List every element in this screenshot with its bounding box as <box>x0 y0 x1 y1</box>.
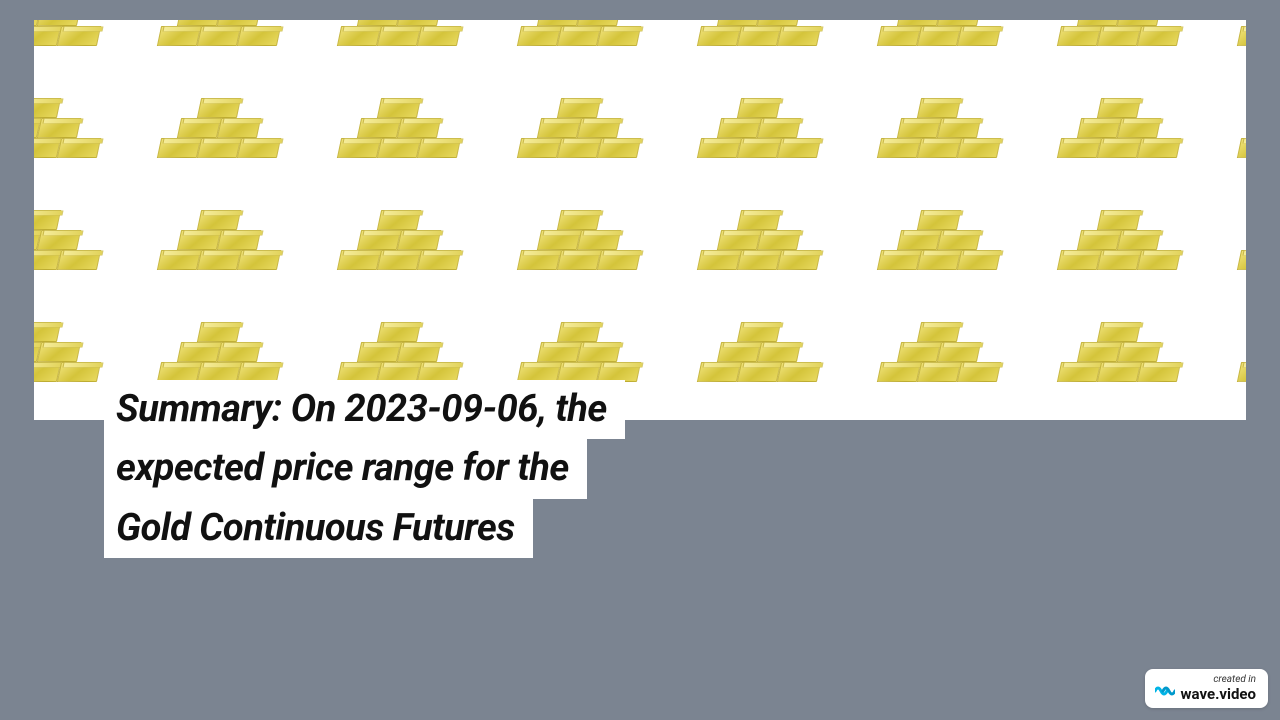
gold-stack-icon <box>154 20 284 50</box>
gold-stack-icon <box>334 306 464 386</box>
pattern-row <box>34 20 1246 50</box>
gold-stack-icon <box>874 306 1004 386</box>
gold-stack-icon <box>874 20 1004 50</box>
gold-stack-icon <box>1054 82 1184 162</box>
gold-stack-icon <box>154 194 284 274</box>
caption-line-3: Gold Continuous Futures <box>104 499 533 558</box>
gold-stack-icon <box>694 20 824 50</box>
gold-stack-icon <box>334 20 464 50</box>
gold-stack-icon <box>1234 82 1246 162</box>
pattern-row <box>34 82 1246 162</box>
gold-stack-icon <box>694 306 824 386</box>
gold-stack-icon <box>514 306 644 386</box>
caption-line-2: expected price range for the <box>104 439 587 498</box>
caption-block: Summary: On 2023-09-06, the expected pri… <box>104 380 625 558</box>
gold-stack-icon <box>1234 194 1246 274</box>
wave-icon <box>1155 681 1175 697</box>
gold-stack-icon <box>34 194 104 274</box>
badge-top-text: created in <box>1181 675 1256 685</box>
caption-line-1: Summary: On 2023-09-06, the <box>104 380 625 439</box>
gold-pattern <box>34 20 1246 420</box>
gold-stack-icon <box>154 82 284 162</box>
badge-main-text: wave.video <box>1181 687 1256 702</box>
gold-stack-icon <box>1234 20 1246 50</box>
pattern-row <box>34 306 1246 386</box>
watermark-badge: created in wave.video <box>1145 669 1268 708</box>
gold-stack-icon <box>1054 306 1184 386</box>
gold-stack-icon <box>334 82 464 162</box>
gold-stack-icon <box>874 82 1004 162</box>
gold-stack-icon <box>1054 194 1184 274</box>
gold-stack-icon <box>694 82 824 162</box>
image-canvas <box>34 20 1246 420</box>
gold-stack-icon <box>1234 306 1246 386</box>
gold-stack-icon <box>514 194 644 274</box>
gold-stack-icon <box>34 82 104 162</box>
gold-stack-icon <box>34 20 104 50</box>
gold-stack-icon <box>34 306 104 386</box>
gold-stack-icon <box>334 194 464 274</box>
gold-stack-icon <box>514 82 644 162</box>
gold-stack-icon <box>874 194 1004 274</box>
gold-stack-icon <box>694 194 824 274</box>
pattern-row <box>34 194 1246 274</box>
gold-stack-icon <box>514 20 644 50</box>
gold-stack-icon <box>154 306 284 386</box>
gold-stack-icon <box>1054 20 1184 50</box>
